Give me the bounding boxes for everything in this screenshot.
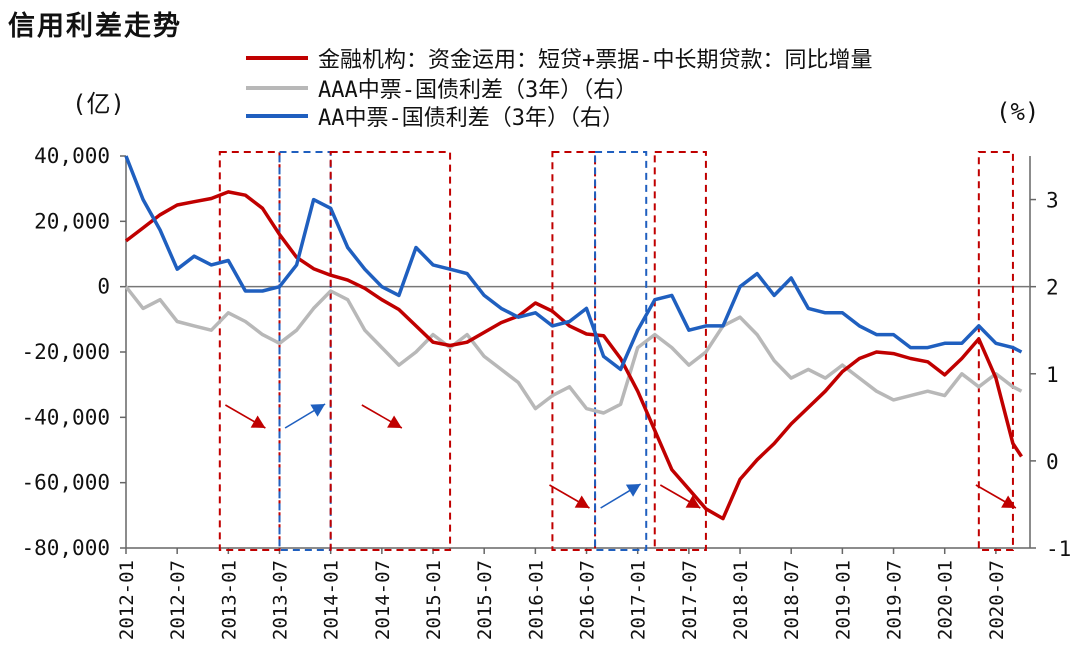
x-tick-label: 2020-01	[935, 560, 957, 640]
left-axis-unit: (亿)	[72, 90, 125, 118]
right-tick-label: 2	[1046, 276, 1059, 300]
legend-item-aa: AA中票-国债利差（3年）（右）	[246, 102, 624, 131]
x-tick-label: 2018-07	[781, 560, 803, 640]
legend-label-aa: AA中票-国债利差（3年）（右）	[318, 106, 624, 131]
x-tick-label: 2012-01	[116, 560, 138, 640]
highlight-box	[218, 151, 281, 551]
right-tick-label: 3	[1046, 189, 1059, 213]
x-tick-label: 2016-01	[525, 560, 547, 640]
aa-spread-series-line	[124, 155, 1023, 372]
trend-arrow-head	[387, 415, 402, 428]
trend-arrow-head	[625, 484, 641, 497]
right-tick-label: 0	[1046, 450, 1059, 474]
x-tick-label: 2017-01	[628, 560, 650, 640]
x-tick-label: 2013-07	[270, 560, 292, 640]
x-tick-label: 2016-07	[577, 560, 599, 640]
x-tick-label: 2019-07	[884, 560, 906, 640]
x-tick-label: 2017-07	[679, 560, 701, 640]
x-tick-label: 2014-07	[372, 560, 394, 640]
left-tick-label: -80,000	[21, 536, 110, 560]
legend-swatch-aa	[246, 114, 308, 118]
left-tick-label: 20,000	[34, 209, 110, 233]
left-tick-label: -40,000	[21, 405, 110, 429]
highlight-box	[594, 151, 648, 551]
highlight-box	[329, 151, 452, 551]
trend-arrow-head	[574, 495, 590, 508]
trend-arrow-head	[250, 415, 266, 428]
left-tick-label: -60,000	[21, 471, 110, 495]
left-tick-label: 0	[97, 275, 110, 299]
x-tick-label: 2018-01	[730, 560, 752, 640]
aaa-spread-series-line	[124, 285, 1023, 415]
highlight-box	[653, 151, 707, 551]
legend-item-loans: 金融机构：资金运用：短贷+票据-中长期贷款：同比增量	[246, 44, 873, 73]
x-tick-label: 2019-01	[832, 560, 854, 640]
right-tick-label: -1	[1046, 537, 1071, 561]
chart-title: 信用利差走势	[8, 11, 182, 42]
left-tick-label: 40,000	[34, 144, 110, 168]
highlight-box	[278, 151, 332, 551]
left-tick-label: -20,000	[21, 340, 110, 364]
trend-arrow-head	[310, 404, 326, 417]
legend-label-aaa: AAA中票-国债利差（3年）（右）	[318, 78, 638, 103]
right-tick-label: 1	[1046, 363, 1059, 387]
legend-item-aaa: AAA中票-国债利差（3年）（右）	[246, 74, 638, 103]
legend-label-loans: 金融机构：资金运用：短贷+票据-中长期贷款：同比增量	[318, 48, 873, 73]
trend-arrow-head	[1001, 495, 1016, 508]
x-tick-label: 2020-07	[986, 560, 1008, 640]
highlight-box	[977, 151, 1014, 551]
right-axis-unit: (%)	[996, 98, 1040, 126]
legend-swatch-loans	[246, 56, 308, 60]
x-tick-label: 2015-01	[423, 560, 445, 640]
loans-series-line	[124, 190, 1023, 521]
trend-arrow-head	[685, 495, 701, 508]
x-tick-label: 2013-01	[218, 560, 240, 640]
x-tick-label: 2014-01	[321, 560, 343, 640]
x-tick-label: 2015-07	[474, 560, 496, 640]
x-tick-label: 2012-07	[167, 560, 189, 640]
legend-swatch-aaa	[246, 86, 308, 90]
